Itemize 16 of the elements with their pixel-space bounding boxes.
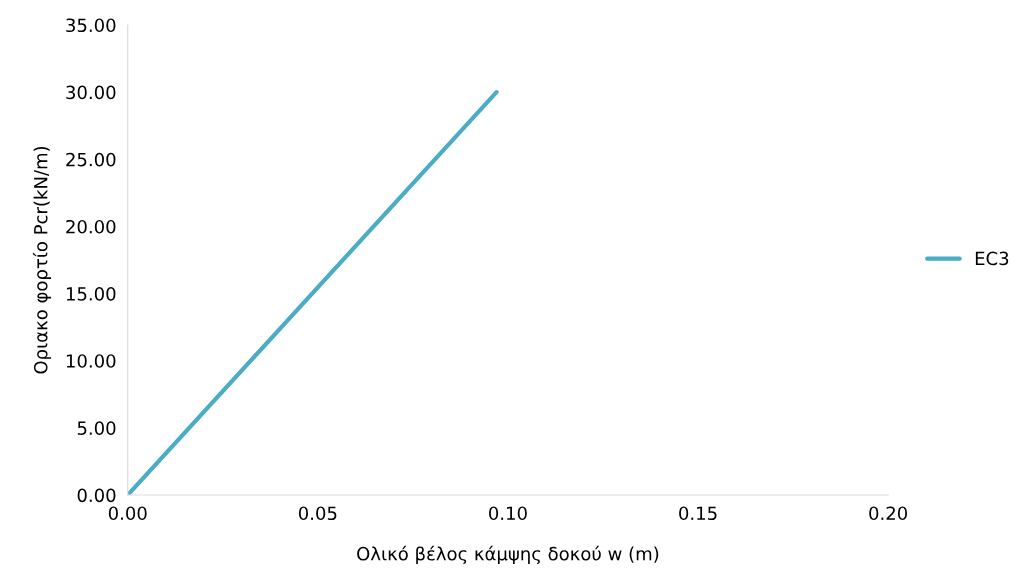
x-tick-label: 0.00 (108, 506, 147, 521)
x-tick-label: 0.10 (489, 506, 527, 521)
x-tick-label: 0.15 (679, 506, 717, 521)
y-tick-label: 0.00 (77, 488, 116, 503)
y-tick-label: 35.00 (66, 18, 116, 33)
y-tick-label: 15.00 (66, 287, 116, 301)
x-tick-label: 0.20 (869, 506, 908, 521)
y-tick-label: 5.00 (77, 421, 116, 435)
legend-label: EC3 (975, 251, 1009, 266)
y-tick-label: 25.00 (66, 152, 116, 167)
x-axis-title: Ολικό βέλος κάμψης δοκού w (m) (357, 545, 659, 565)
y-axis-title: Οριακο φορτίο Pcr(kN/m) (32, 146, 52, 374)
x-tick-label: 0.05 (298, 506, 337, 521)
y-tick-label: 10.00 (66, 354, 116, 368)
y-tick-label: 20.00 (66, 219, 116, 234)
y-tick-label: 30.00 (66, 85, 116, 100)
